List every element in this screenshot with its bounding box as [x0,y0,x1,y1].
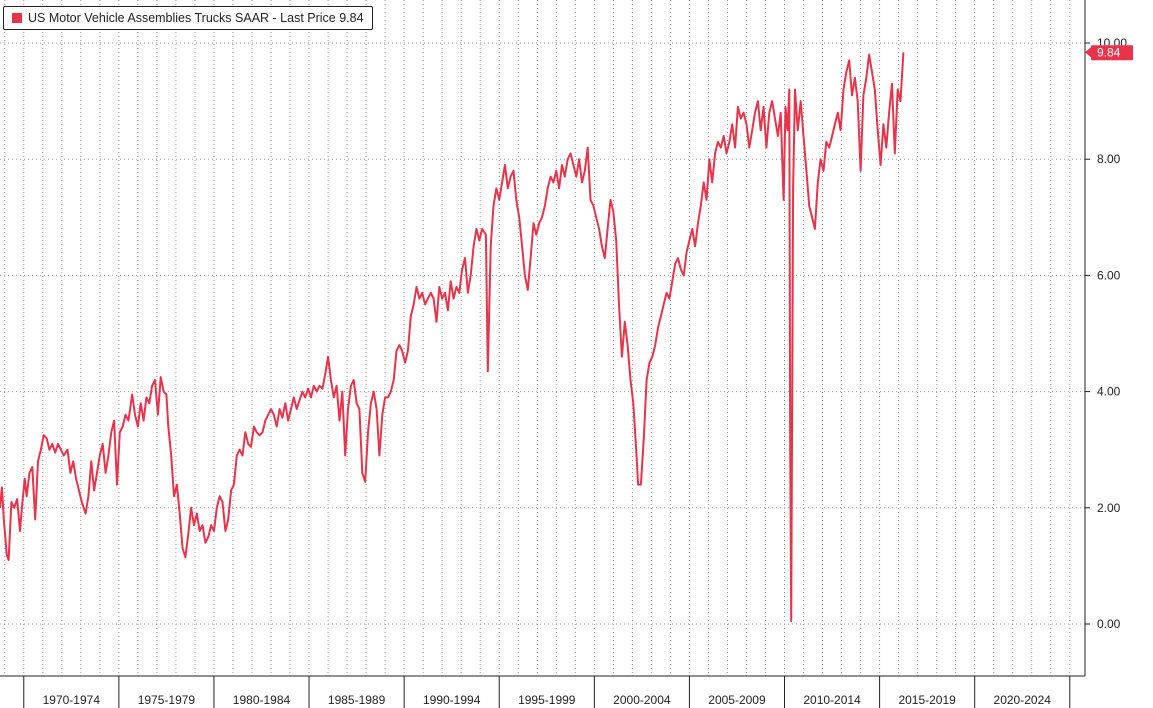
x-tick-label: 1990-1994 [423,693,481,707]
x-tick-label: 1980-1984 [233,693,291,707]
x-tick-label: 1995-1999 [518,693,576,707]
legend: US Motor Vehicle Assemblies Trucks SAAR … [3,6,373,30]
legend-swatch [12,13,22,23]
y-tick-label: 6.00 [1097,268,1121,282]
x-axis: 1970-1974 1975-1979 1980-1984 1985-1989 1990… [0,675,1085,708]
x-tick-label: 2005-2009 [708,693,766,707]
x-tick-label: 2000-2004 [613,693,671,707]
gridlines [0,0,1085,676]
y-tick-label: 2.00 [1097,501,1121,515]
x-tick-label: 1985-1989 [328,693,386,707]
legend-label: US Motor Vehicle Assemblies Trucks SAAR … [28,11,364,25]
x-tick-label: 1970-1974 [43,693,101,707]
x-tick-label: 2015-2019 [898,693,956,707]
last-price-label: 9.84 [1097,45,1121,59]
last-price-badge [1091,45,1133,61]
x-tick-label: 1975-1979 [138,693,196,707]
series-line [0,52,905,623]
x-tick-label: 2010-2014 [803,693,861,707]
x-tick-label: 2020-2024 [994,693,1052,707]
y-tick-label: 0.00 [1097,617,1121,631]
y-tick-label: 8.00 [1097,152,1121,166]
y-tick-label: 4.00 [1097,385,1121,399]
last-price-tag: 9.84 [1085,45,1133,61]
last-price-pointer [1085,47,1091,58]
